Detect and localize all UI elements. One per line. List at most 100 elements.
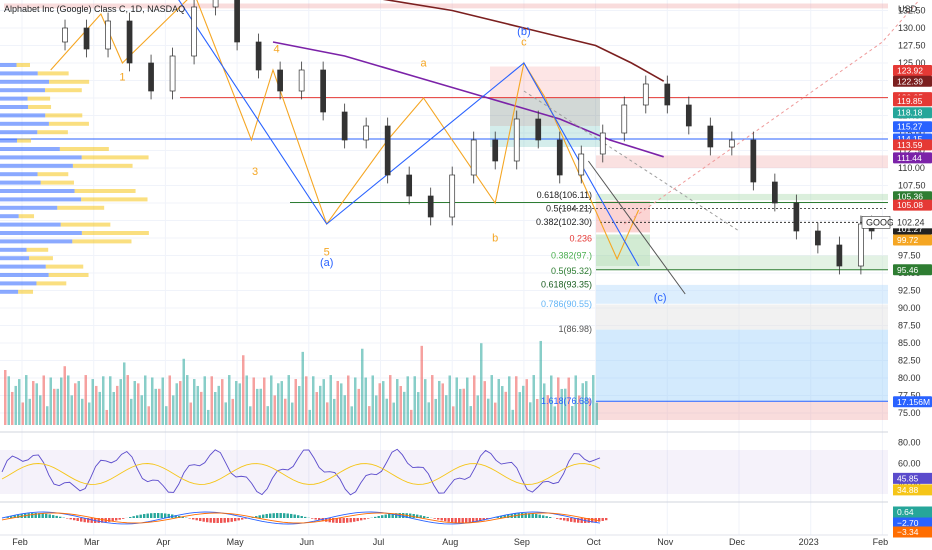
macd-hist <box>356 518 359 522</box>
volume-bar <box>560 388 563 425</box>
macd-hist <box>174 515 177 518</box>
macd-hist <box>69 518 72 520</box>
vp-bar <box>0 79 50 84</box>
volume-bar <box>32 381 35 425</box>
volume-bar <box>63 366 66 425</box>
macd-hist <box>419 515 422 518</box>
macd-hist <box>297 515 300 518</box>
volume-bar <box>214 392 217 425</box>
wave-label-10: (c) <box>654 292 667 304</box>
price-tag-bg-13 <box>893 264 932 276</box>
zone-green-band <box>596 193 888 201</box>
macd-hist <box>325 518 328 522</box>
macd-hist <box>27 513 30 518</box>
volume-bar <box>361 348 364 425</box>
volume-bar <box>112 391 115 425</box>
volume-bar <box>375 395 378 425</box>
price-tag-5: 115.27 <box>897 122 923 132</box>
vp-bar <box>72 239 132 244</box>
macd-hist <box>517 513 520 518</box>
volume-bar <box>385 398 388 425</box>
volume-bar <box>242 355 245 425</box>
candle-body <box>363 125 370 141</box>
volume-bar <box>378 383 381 425</box>
vp-bar <box>49 79 90 84</box>
volume-bar <box>228 375 231 425</box>
price-axis: 132.50130.00127.50125.00122.50120.00117.… <box>861 6 932 418</box>
macd-hist <box>181 516 184 518</box>
wave-label-8: (b) <box>517 26 530 38</box>
candle-body <box>621 104 628 134</box>
fib-label-1: 0.5(104.21) <box>546 204 592 214</box>
volume-bar <box>592 375 595 425</box>
volume-bar <box>389 375 392 425</box>
vp-bar <box>0 172 38 177</box>
price-tag-3: 119.85 <box>897 96 923 106</box>
volume-bar <box>497 379 500 425</box>
wave-label-9: c <box>521 37 527 49</box>
volume-bar <box>179 381 182 425</box>
time-tick-10: Dec <box>729 537 746 547</box>
volume-bar <box>434 398 437 425</box>
price-tag-4: 118.18 <box>897 108 923 118</box>
candle-body <box>298 69 305 92</box>
time-tick-1: Mar <box>84 537 100 547</box>
macd-hist <box>48 514 51 518</box>
macd-hist <box>199 518 202 522</box>
macd-hist <box>503 515 506 518</box>
vp-bar <box>0 121 49 126</box>
price-tag-bg-0 <box>893 65 932 77</box>
volume-bar <box>217 385 220 425</box>
macd-hist <box>234 518 237 522</box>
macd-hist <box>6 517 9 518</box>
vp-bar <box>0 264 46 269</box>
macd-tag-bg-0 <box>893 506 932 518</box>
macd-hist <box>468 518 471 523</box>
volume-bar <box>158 388 161 425</box>
candle-body <box>750 139 757 183</box>
volume-bar <box>231 398 234 425</box>
vp-bar <box>0 231 82 235</box>
volume-bar <box>280 381 283 425</box>
candle-body <box>191 6 197 57</box>
volume-bar <box>175 383 178 425</box>
ma50-line <box>272 41 664 158</box>
volume-bar <box>343 395 346 425</box>
macd-hist <box>461 518 464 523</box>
price-tick-3: 125.00 <box>898 58 926 68</box>
volume-bar <box>133 381 136 425</box>
vp-bar <box>0 138 18 143</box>
price-tag-1: 122.39 <box>897 76 923 86</box>
volume-bar <box>483 381 486 425</box>
volume-bar <box>249 406 252 425</box>
volume-bar <box>371 375 374 425</box>
zone-red-band <box>596 155 888 168</box>
price-tick-18: 87.50 <box>898 321 921 331</box>
volume-bar <box>364 377 367 425</box>
price-tick-9: 110.00 <box>898 163 925 173</box>
macd-hist <box>83 518 86 523</box>
macd-tag-bg-1 <box>893 517 932 529</box>
price-tick-2: 127.50 <box>898 41 926 51</box>
macd-hist <box>346 518 349 523</box>
price-tag-11: 101.27 <box>897 224 923 234</box>
macd-hist <box>132 516 135 518</box>
macd-hist <box>360 518 363 521</box>
volume-bar <box>462 388 465 425</box>
macd-hist <box>314 518 317 520</box>
volume-bar <box>305 376 308 425</box>
vp-bar <box>0 180 41 185</box>
volume-bar <box>469 406 472 425</box>
current-symbol: GOOG <box>866 217 894 227</box>
price-tick-16: 92.50 <box>898 286 921 296</box>
symbol-header[interactable]: Alphabet Inc (Google) Class C, 1D, NASDA… <box>4 4 185 14</box>
volume-bar <box>403 391 406 425</box>
volume-bar <box>473 375 476 425</box>
macd-hist <box>90 518 93 523</box>
macd-hist <box>115 518 118 521</box>
vp-bar <box>0 63 17 67</box>
macd-hist <box>559 518 562 520</box>
macd-hist <box>412 513 415 518</box>
volume-bar <box>18 379 21 425</box>
